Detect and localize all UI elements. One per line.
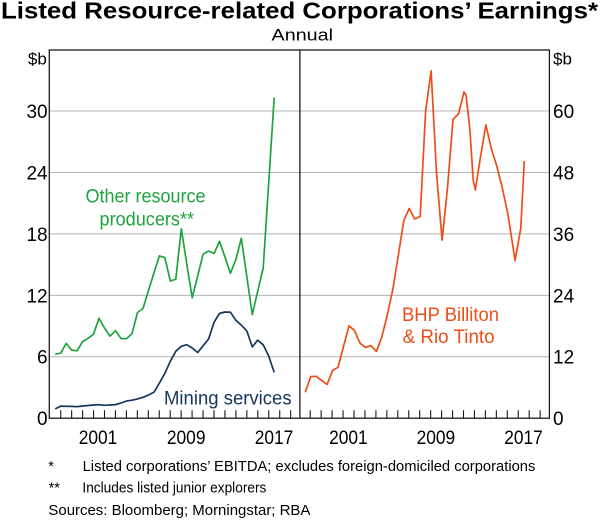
svg-text:**: ** bbox=[49, 481, 61, 497]
svg-text:12: 12 bbox=[553, 348, 574, 369]
svg-text:2009: 2009 bbox=[417, 428, 456, 449]
svg-text:Sources: Bloomberg; Morningsta: Sources: Bloomberg; Morningstar; RBA bbox=[48, 503, 310, 518]
svg-text:BHP Billiton: BHP Billiton bbox=[402, 305, 499, 326]
svg-text:24: 24 bbox=[26, 163, 48, 184]
svg-text:36: 36 bbox=[553, 225, 574, 246]
svg-text:30: 30 bbox=[26, 102, 47, 123]
svg-text:*: * bbox=[48, 459, 54, 475]
svg-text:60: 60 bbox=[553, 102, 574, 123]
svg-text:0: 0 bbox=[37, 409, 48, 430]
svg-text:18: 18 bbox=[26, 225, 47, 246]
svg-text:6: 6 bbox=[37, 348, 48, 369]
svg-text:Other resource: Other resource bbox=[86, 186, 206, 207]
svg-text:2009: 2009 bbox=[167, 428, 206, 449]
svg-text:12: 12 bbox=[26, 286, 47, 307]
svg-text:48: 48 bbox=[553, 163, 574, 184]
svg-text:Listed corporations’ EBITDA; e: Listed corporations’ EBITDA; excludes fo… bbox=[83, 459, 536, 475]
svg-text:$b: $b bbox=[28, 49, 47, 68]
svg-text:producers**: producers** bbox=[100, 210, 195, 231]
svg-text:Listed Resource-related Corpor: Listed Resource-related Corporations’ Ea… bbox=[1, 0, 599, 23]
svg-text:Mining services: Mining services bbox=[164, 389, 292, 410]
svg-text:0: 0 bbox=[553, 409, 564, 430]
svg-text:2017: 2017 bbox=[504, 428, 543, 449]
svg-text:24: 24 bbox=[553, 286, 575, 307]
svg-text:Includes listed junior explore: Includes listed junior explorers bbox=[82, 481, 266, 497]
svg-text:2001: 2001 bbox=[79, 428, 118, 449]
svg-text:2001: 2001 bbox=[329, 428, 368, 449]
svg-text:$b: $b bbox=[553, 49, 572, 68]
svg-text:& Rio Tinto: & Rio Tinto bbox=[403, 327, 495, 348]
svg-text:2017: 2017 bbox=[255, 428, 294, 449]
svg-text:Annual: Annual bbox=[272, 27, 334, 45]
